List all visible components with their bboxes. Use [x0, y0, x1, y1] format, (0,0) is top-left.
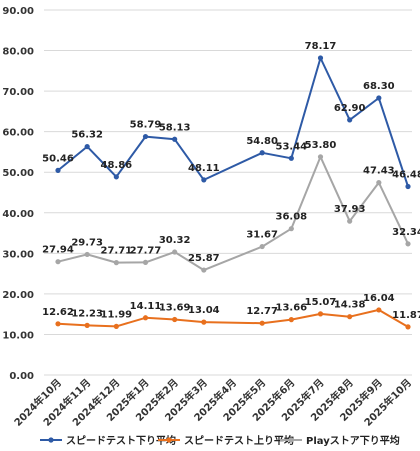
- data-label: 14.11: [130, 301, 162, 312]
- gridlines: [44, 9, 412, 376]
- y-tick-label: 70.00: [2, 87, 34, 98]
- y-tick-label: 60.00: [2, 128, 34, 139]
- data-label: 56.32: [71, 130, 103, 141]
- data-label: 50.46: [42, 153, 74, 164]
- series-lines: [55, 55, 411, 330]
- y-tick-label: 20.00: [2, 290, 34, 301]
- legend-label: スピードテスト下り平均: [66, 434, 176, 447]
- data-point: [84, 322, 90, 329]
- data-point: [142, 315, 149, 321]
- data-label: 78.17: [305, 41, 337, 52]
- data-label: 25.87: [188, 253, 220, 264]
- data-label: 13.04: [188, 305, 220, 316]
- data-point: [84, 143, 90, 150]
- data-label: 13.69: [159, 302, 191, 313]
- data-point: [376, 307, 382, 313]
- data-point: [113, 260, 119, 266]
- data-point: [347, 117, 353, 123]
- data-label: 16.04: [363, 293, 395, 304]
- data-label: 53.44: [276, 141, 308, 152]
- legend-swatch-marker: [48, 437, 54, 443]
- x-axis-ticks: 2024年10月2024年11月2024年12月2025年1月2025年2月20…: [11, 376, 414, 429]
- data-point: [405, 183, 411, 190]
- data-label: 14.38: [334, 300, 366, 311]
- data-label: 53.80: [305, 140, 337, 151]
- y-tick-label: 10.00: [2, 330, 34, 341]
- data-point: [405, 324, 411, 330]
- data-point: [55, 321, 61, 327]
- data-point: [259, 320, 265, 326]
- y-tick-label: 30.00: [2, 249, 34, 260]
- data-point: [55, 167, 61, 173]
- data-point: [317, 311, 324, 317]
- data-label: 15.07: [305, 297, 337, 308]
- data-label: 48.86: [101, 160, 133, 171]
- data-point: [201, 319, 207, 325]
- data-point: [172, 136, 178, 142]
- y-axis-ticks: 0.00 10.00 20.00 30.00 40.00 50.00 60.00 70.00 8…: [2, 6, 34, 382]
- data-point: [113, 174, 119, 180]
- data-point: [172, 249, 178, 255]
- data-label: 13.66: [276, 303, 308, 314]
- data-point: [142, 133, 149, 140]
- data-point: [347, 314, 353, 320]
- data-label: 11.99: [101, 309, 133, 320]
- data-label: 36.08: [276, 212, 308, 223]
- data-label: 46.48: [392, 169, 420, 180]
- data-label: 30.32: [159, 235, 191, 246]
- data-label: 12.77: [246, 306, 278, 317]
- data-point: [405, 241, 411, 247]
- data-label: 12.23: [71, 308, 103, 319]
- data-point: [376, 180, 382, 186]
- data-point: [259, 243, 265, 250]
- data-point: [317, 154, 324, 160]
- legend-swatch-marker: [166, 437, 172, 443]
- data-label: 27.94: [42, 245, 74, 256]
- data-label: 27.77: [130, 245, 162, 256]
- y-tick-label: 80.00: [2, 47, 34, 58]
- x-tick-label: 2025年10月: [361, 376, 414, 429]
- data-label: 29.73: [71, 237, 103, 248]
- data-label: 31.67: [246, 230, 278, 241]
- data-point: [376, 95, 382, 101]
- legend: スピードテスト下り平均 スピードテスト上り平均 Playストア下り平均: [40, 434, 400, 447]
- data-label: 58.13: [159, 122, 191, 133]
- data-label: 11.87: [392, 310, 420, 321]
- series-line-0: [57, 57, 409, 187]
- legend-label: Playストア下り平均: [306, 434, 400, 447]
- data-point: [142, 259, 149, 265]
- legend-label: スピードテスト上り平均: [184, 434, 294, 447]
- data-point: [172, 316, 178, 323]
- data-label: 54.80: [246, 136, 278, 147]
- data-point: [84, 251, 90, 258]
- series-line-1: [57, 308, 409, 328]
- data-point: [288, 317, 294, 323]
- legend-swatch-marker: [288, 437, 294, 443]
- data-point: [317, 55, 324, 61]
- data-point: [288, 226, 294, 232]
- data-label: 32.34: [392, 227, 420, 238]
- data-point: [201, 177, 207, 183]
- data-label: 47.43: [363, 166, 395, 177]
- data-label: 37.93: [334, 204, 366, 215]
- data-label: 12.62: [42, 307, 74, 318]
- data-point: [347, 218, 353, 224]
- data-label: 68.30: [363, 81, 395, 92]
- y-tick-label: 40.00: [2, 209, 34, 220]
- data-point: [201, 267, 207, 273]
- data-point: [55, 259, 61, 265]
- data-point: [288, 155, 294, 161]
- data-point: [259, 150, 265, 156]
- y-tick-label: 0.00: [9, 371, 34, 382]
- data-label: 48.11: [188, 163, 220, 174]
- data-label: 27.71: [101, 246, 133, 257]
- data-label: 62.90: [334, 103, 366, 114]
- data-label: 58.79: [130, 120, 162, 131]
- y-tick-label: 50.00: [2, 168, 34, 179]
- series-line-2: [57, 155, 409, 272]
- y-tick-label: 90.00: [2, 6, 34, 17]
- data-point: [113, 323, 119, 329]
